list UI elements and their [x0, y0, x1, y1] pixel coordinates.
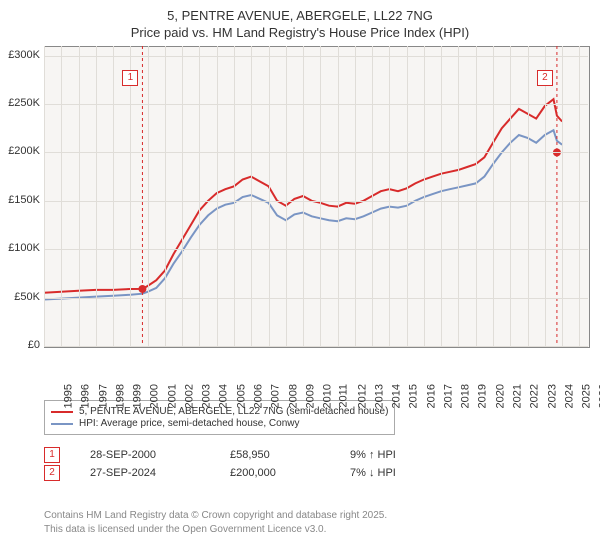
y-tick-label: £50K — [4, 291, 40, 303]
marker-label: 1 — [122, 70, 138, 86]
datapoint-delta: 9% ↑ HPI — [350, 449, 396, 461]
y-tick-label: £300K — [4, 49, 40, 61]
x-gridline — [96, 46, 97, 346]
legend-swatch — [51, 411, 73, 413]
y-gridline — [44, 346, 588, 347]
y-gridline — [44, 152, 588, 153]
y-tick-label: £100K — [4, 242, 40, 254]
datapoint-table: 1 28-SEP-2000 £58,950 9% ↑ HPI 2 27-SEP-2024 £… — [44, 445, 396, 483]
x-tick-label: 1999 — [132, 384, 144, 408]
x-gridline — [545, 46, 546, 346]
x-tick-label: 2000 — [149, 384, 161, 408]
x-gridline — [165, 46, 166, 346]
x-tick-label: 2021 — [512, 384, 524, 408]
x-tick-label: 2023 — [546, 384, 558, 408]
x-tick-label: 2005 — [235, 384, 247, 408]
x-gridline — [372, 46, 373, 346]
x-tick-label: 1995 — [62, 384, 74, 408]
x-gridline — [182, 46, 183, 346]
x-gridline — [217, 46, 218, 346]
x-gridline — [234, 46, 235, 346]
y-gridline — [44, 201, 588, 202]
x-tick-label: 2017 — [442, 384, 454, 408]
x-gridline — [303, 46, 304, 346]
datapoint-date: 27-SEP-2024 — [90, 467, 200, 479]
datapoint-date: 28-SEP-2000 — [90, 449, 200, 461]
y-tick-label: £200K — [4, 145, 40, 157]
y-gridline — [44, 56, 588, 57]
x-gridline — [130, 46, 131, 346]
x-tick-label: 2009 — [304, 384, 316, 408]
x-tick-label: 2013 — [373, 384, 385, 408]
x-gridline — [199, 46, 200, 346]
x-gridline — [148, 46, 149, 346]
legend-swatch — [51, 423, 73, 425]
x-gridline — [476, 46, 477, 346]
x-gridline — [338, 46, 339, 346]
x-tick-label: 2004 — [218, 384, 230, 408]
marker-label: 2 — [537, 70, 553, 86]
y-gridline — [44, 249, 588, 250]
x-tick-label: 1996 — [80, 384, 92, 408]
x-tick-label: 2019 — [477, 384, 489, 408]
y-gridline — [44, 298, 588, 299]
x-gridline — [424, 46, 425, 346]
x-tick-label: 2012 — [356, 384, 368, 408]
y-tick-label: £150K — [4, 194, 40, 206]
x-gridline — [528, 46, 529, 346]
y-tick-label: £0 — [4, 339, 40, 351]
x-gridline — [441, 46, 442, 346]
x-gridline — [407, 46, 408, 346]
datapoint-price: £200,000 — [230, 467, 320, 479]
x-tick-label: 2015 — [408, 384, 420, 408]
x-tick-label: 2022 — [529, 384, 541, 408]
x-tick-label: 2002 — [183, 384, 195, 408]
x-gridline — [389, 46, 390, 346]
x-gridline — [562, 46, 563, 346]
x-tick-label: 2011 — [338, 384, 350, 408]
marker-dot — [138, 285, 146, 293]
datapoint-delta: 7% ↓ HPI — [350, 467, 396, 479]
x-gridline — [269, 46, 270, 346]
footer-copyright: Contains HM Land Registry data © Crown c… — [44, 510, 387, 521]
x-tick-label: 2007 — [270, 384, 282, 408]
x-gridline — [79, 46, 80, 346]
datapoint-marker: 1 — [44, 447, 60, 463]
x-tick-label: 2020 — [494, 384, 506, 408]
x-tick-label: 2014 — [391, 384, 403, 408]
x-tick-label: 2016 — [425, 384, 437, 408]
x-gridline — [355, 46, 356, 346]
x-gridline — [61, 46, 62, 346]
x-tick-label: 2006 — [252, 384, 264, 408]
datapoint-row: 1 28-SEP-2000 £58,950 9% ↑ HPI — [44, 447, 396, 463]
x-gridline — [458, 46, 459, 346]
datapoint-price: £58,950 — [230, 449, 320, 461]
x-tick-label: 1997 — [97, 384, 109, 408]
x-tick-label: 2025 — [581, 384, 593, 408]
x-gridline — [251, 46, 252, 346]
x-tick-label: 2024 — [563, 384, 575, 408]
y-tick-label: £250K — [4, 97, 40, 109]
x-tick-label: 2018 — [460, 384, 472, 408]
x-tick-label: 2003 — [201, 384, 213, 408]
x-gridline — [286, 46, 287, 346]
x-tick-label: 1998 — [114, 384, 126, 408]
legend-label: HPI: Average price, semi-detached house,… — [79, 418, 300, 429]
x-gridline — [510, 46, 511, 346]
footer-licence: This data is licensed under the Open Gov… — [44, 524, 326, 535]
legend-item: HPI: Average price, semi-detached house,… — [51, 418, 388, 429]
y-gridline — [44, 104, 588, 105]
x-gridline — [579, 46, 580, 346]
x-gridline — [320, 46, 321, 346]
x-gridline — [113, 46, 114, 346]
datapoint-marker: 2 — [44, 465, 60, 481]
x-tick-label: 2010 — [322, 384, 334, 408]
x-tick-label: 2001 — [166, 384, 178, 408]
x-gridline — [44, 46, 45, 346]
x-gridline — [493, 46, 494, 346]
datapoint-row: 2 27-SEP-2024 £200,000 7% ↓ HPI — [44, 465, 396, 481]
x-tick-label: 2008 — [287, 384, 299, 408]
